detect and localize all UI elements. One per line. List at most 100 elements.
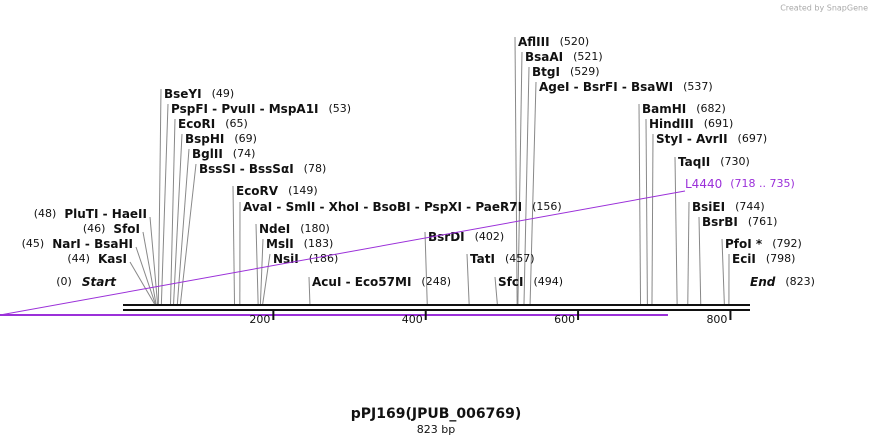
cut-line xyxy=(638,103,642,305)
cut-line xyxy=(466,253,470,305)
enzyme-label: BtgI (529) xyxy=(532,65,600,79)
start-label: (0) Start xyxy=(56,275,117,289)
cut-line xyxy=(674,156,678,305)
enzyme-label: (46) SfoI xyxy=(83,222,140,236)
enzyme-label: (44) KasI xyxy=(67,252,127,266)
enzyme-label: (48) PluTI - HaeII xyxy=(34,207,147,221)
cut-line xyxy=(529,81,537,305)
cut-line xyxy=(308,276,311,305)
cut-line xyxy=(494,276,498,305)
enzyme-label: EcoRV (149) xyxy=(236,184,318,198)
cut-line xyxy=(255,223,259,305)
ruler-label: 200 xyxy=(249,313,270,326)
enzyme-name: BssSI - BssSαI xyxy=(199,162,294,176)
enzyme-name: EciI xyxy=(732,252,756,266)
enzyme-site: (48) xyxy=(34,207,57,220)
enzyme-label: BglII (74) xyxy=(192,147,255,161)
enzyme-label: AvaI - SmlI - XhoI - BsoBI - PspXI - Pae… xyxy=(243,200,562,214)
enzyme-name: TaqII xyxy=(678,155,710,169)
enzyme-name: EcoRV xyxy=(236,184,279,198)
enzyme-label: SfcI (494) xyxy=(498,275,563,289)
enzyme-name: SfcI xyxy=(498,275,523,289)
enzyme-name: BseYI xyxy=(164,87,202,101)
title: pPJ169(JPUB_006769) xyxy=(351,406,521,422)
enzyme-label: BsiEI (744) xyxy=(692,200,765,214)
enzyme-label: EcoRI (65) xyxy=(178,117,248,131)
enzyme-site: (792) xyxy=(772,237,802,250)
cut-line xyxy=(176,148,190,305)
enzyme-name: StyI - AvrII xyxy=(656,132,728,146)
enzyme-label: MslI (183) xyxy=(266,237,333,251)
cut-line xyxy=(173,133,183,305)
enzyme-name: BsiEI xyxy=(692,200,725,214)
enzyme-site: (520) xyxy=(560,35,590,48)
enzyme-site: (69) xyxy=(234,132,257,145)
enzyme-site: (53) xyxy=(329,102,352,115)
enzyme-site: (402) xyxy=(475,230,505,243)
cut-line xyxy=(687,201,690,305)
enzyme-name: BsaAI xyxy=(525,50,563,64)
enzyme-name: KasI xyxy=(98,252,127,266)
enzyme-name: AflIII xyxy=(518,35,550,49)
enzyme-label: BsrDI (402) xyxy=(428,230,504,244)
enzyme-label: AcuI - Eco57MI (248) xyxy=(312,275,451,289)
cut-line xyxy=(129,261,155,305)
enzyme-label: AgeI - BsrFI - BsaWI (537) xyxy=(539,80,713,94)
cut-line xyxy=(232,185,236,305)
enzyme-name: SfoI xyxy=(113,222,140,236)
enzyme-site: (65) xyxy=(225,117,248,130)
feature-line xyxy=(0,190,686,316)
enzyme-label: HindIII (691) xyxy=(649,117,733,131)
enzyme-label: BseYI (49) xyxy=(164,87,234,101)
end-label: End (823) xyxy=(750,275,815,289)
enzyme-site: (183) xyxy=(304,237,334,250)
enzyme-name: PfoI * xyxy=(725,237,763,251)
enzyme-name: NarI - BsaHI xyxy=(52,237,133,251)
cut-line xyxy=(149,216,159,305)
enzyme-site: (180) xyxy=(300,222,330,235)
enzyme-label: TatI (457) xyxy=(470,252,535,266)
enzyme-name: AgeI - BsrFI - BsaWI xyxy=(539,80,673,94)
enzyme-label: BspHI (69) xyxy=(185,132,257,146)
enzyme-site: (682) xyxy=(696,102,726,115)
enzyme-site: (156) xyxy=(532,200,562,213)
cut-line xyxy=(523,66,530,305)
enzyme-site: (744) xyxy=(735,200,765,213)
enzyme-name: BtgI xyxy=(532,65,560,79)
cut-line xyxy=(259,238,264,305)
enzyme-label: AflIII (520) xyxy=(518,35,589,49)
ruler-label: 800 xyxy=(706,313,727,326)
enzyme-site: (149) xyxy=(288,184,318,197)
enzyme-name: AvaI - SmlI - XhoI - BsoBI - PspXI - Pae… xyxy=(243,200,522,214)
cut-line xyxy=(262,253,271,305)
enzyme-label: BssSI - BssSαI (78) xyxy=(199,162,326,176)
enzyme-label: NdeI (180) xyxy=(259,222,330,236)
cut-line xyxy=(179,163,197,305)
enzyme-name: BspHI xyxy=(185,132,224,146)
enzyme-name: BamHI xyxy=(642,102,686,116)
feature-range: (718 .. 735) xyxy=(730,177,795,190)
enzyme-label: PspFI - PvuII - MspA1I (53) xyxy=(171,102,351,116)
enzyme-site: (761) xyxy=(748,215,778,228)
enzyme-label: TaqII (730) xyxy=(678,155,750,169)
enzyme-name: EcoRI xyxy=(178,117,215,131)
enzyme-site: (494) xyxy=(533,275,563,288)
cut-line xyxy=(142,231,157,305)
enzyme-name: BsrBI xyxy=(702,215,738,229)
cut-line xyxy=(517,51,523,305)
cut-line xyxy=(698,216,702,305)
enzyme-label: PfoI * (792) xyxy=(725,237,802,251)
feature-name: L4440 xyxy=(685,177,722,191)
start-name: Start xyxy=(82,275,117,289)
enzyme-site: (46) xyxy=(83,222,106,235)
enzyme-site: (697) xyxy=(738,132,768,145)
enzyme-site: (537) xyxy=(683,80,713,93)
enzyme-name: NdeI xyxy=(259,222,290,236)
length: 823 bp xyxy=(417,423,455,436)
enzyme-name: BglII xyxy=(192,147,223,161)
enzyme-label: EciI (798) xyxy=(732,252,795,266)
enzyme-name: PspFI - PvuII - MspA1I xyxy=(171,102,319,116)
enzyme-name: AcuI - Eco57MI xyxy=(312,275,411,289)
cut-line xyxy=(424,231,428,305)
